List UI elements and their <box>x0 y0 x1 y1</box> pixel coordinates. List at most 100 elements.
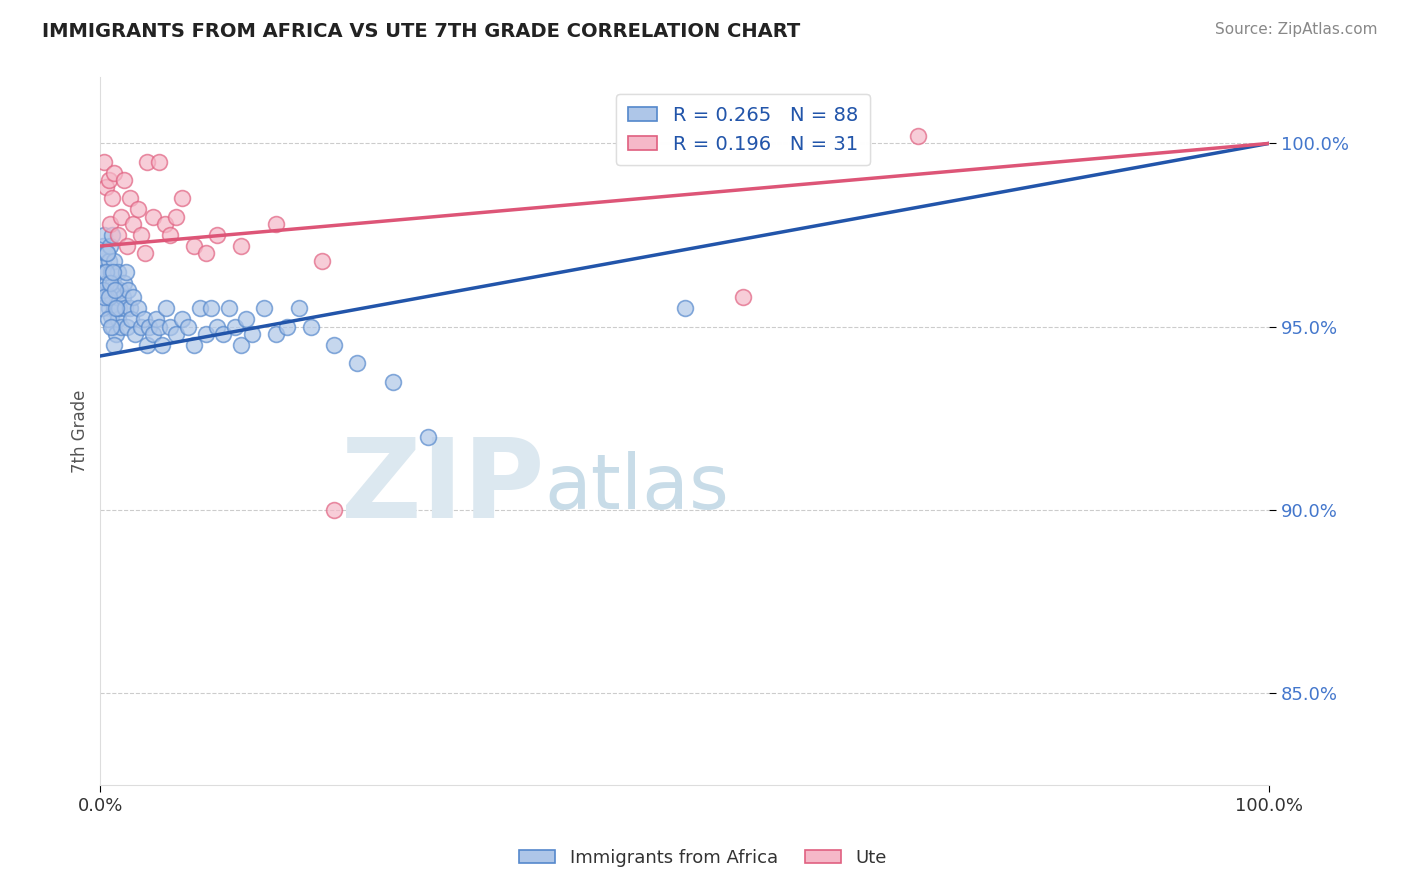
Point <box>155 301 177 316</box>
Point <box>264 217 287 231</box>
Point <box>205 227 228 242</box>
Point <box>104 283 127 297</box>
Point <box>103 166 125 180</box>
Point <box>96 276 118 290</box>
Point <box>91 253 114 268</box>
Point <box>183 338 205 352</box>
Point <box>97 312 120 326</box>
Point <box>112 173 135 187</box>
Point <box>200 301 222 316</box>
Point <box>105 301 128 316</box>
Point <box>98 290 121 304</box>
Point <box>100 309 122 323</box>
Point <box>134 246 156 260</box>
Point <box>98 283 121 297</box>
Point <box>115 239 138 253</box>
Point <box>299 319 322 334</box>
Point <box>105 290 128 304</box>
Point <box>114 301 136 316</box>
Point <box>165 210 187 224</box>
Point <box>132 312 155 326</box>
Point <box>122 217 145 231</box>
Point <box>136 154 159 169</box>
Point <box>93 265 115 279</box>
Point <box>103 301 125 316</box>
Point <box>100 319 122 334</box>
Point <box>346 356 368 370</box>
Point <box>110 319 132 334</box>
Point <box>111 290 134 304</box>
Legend: R = 0.265   N = 88, R = 0.196   N = 31: R = 0.265 N = 88, R = 0.196 N = 31 <box>616 95 870 165</box>
Point <box>142 326 165 341</box>
Point <box>96 265 118 279</box>
Point <box>103 338 125 352</box>
Point <box>115 319 138 334</box>
Legend: Immigrants from Africa, Ute: Immigrants from Africa, Ute <box>512 842 894 874</box>
Point <box>103 276 125 290</box>
Point <box>101 265 124 279</box>
Point <box>101 191 124 205</box>
Point <box>96 246 118 260</box>
Point <box>183 239 205 253</box>
Point <box>107 227 129 242</box>
Point <box>97 173 120 187</box>
Point <box>177 319 200 334</box>
Point <box>104 283 127 297</box>
Point <box>288 301 311 316</box>
Point <box>96 180 118 194</box>
Point <box>127 301 149 316</box>
Point <box>129 319 152 334</box>
Point <box>381 375 404 389</box>
Point <box>194 246 217 260</box>
Point <box>148 154 170 169</box>
Point <box>127 202 149 217</box>
Point <box>150 338 173 352</box>
Point <box>240 326 263 341</box>
Point <box>101 227 124 242</box>
Point <box>172 191 194 205</box>
Point <box>148 319 170 334</box>
Point <box>129 227 152 242</box>
Point <box>91 283 114 297</box>
Point <box>96 246 118 260</box>
Point <box>91 301 114 316</box>
Point <box>93 227 115 242</box>
Point <box>98 276 121 290</box>
Point <box>91 239 114 253</box>
Point <box>96 290 118 304</box>
Point <box>108 301 131 316</box>
Point <box>93 290 115 304</box>
Point <box>110 283 132 297</box>
Point <box>218 301 240 316</box>
Point <box>93 154 115 169</box>
Point <box>117 283 139 297</box>
Point <box>112 276 135 290</box>
Point <box>229 239 252 253</box>
Point <box>205 319 228 334</box>
Point <box>907 129 929 144</box>
Point <box>416 429 439 443</box>
Text: IMMIGRANTS FROM AFRICA VS UTE 7TH GRADE CORRELATION CHART: IMMIGRANTS FROM AFRICA VS UTE 7TH GRADE … <box>42 22 800 41</box>
Point <box>212 326 235 341</box>
Point <box>159 319 181 334</box>
Point <box>98 217 121 231</box>
Point <box>97 253 120 268</box>
Point <box>97 301 120 316</box>
Point <box>98 239 121 253</box>
Point <box>110 210 132 224</box>
Point <box>194 326 217 341</box>
Point <box>101 290 124 304</box>
Point <box>159 227 181 242</box>
Point <box>733 290 755 304</box>
Point <box>153 217 176 231</box>
Point <box>673 301 696 316</box>
Point <box>229 338 252 352</box>
Point <box>142 210 165 224</box>
Point <box>103 319 125 334</box>
Point <box>107 312 129 326</box>
Point <box>94 246 117 260</box>
Point <box>235 312 257 326</box>
Point <box>188 301 211 316</box>
Point <box>107 265 129 279</box>
Y-axis label: 7th Grade: 7th Grade <box>72 390 89 473</box>
